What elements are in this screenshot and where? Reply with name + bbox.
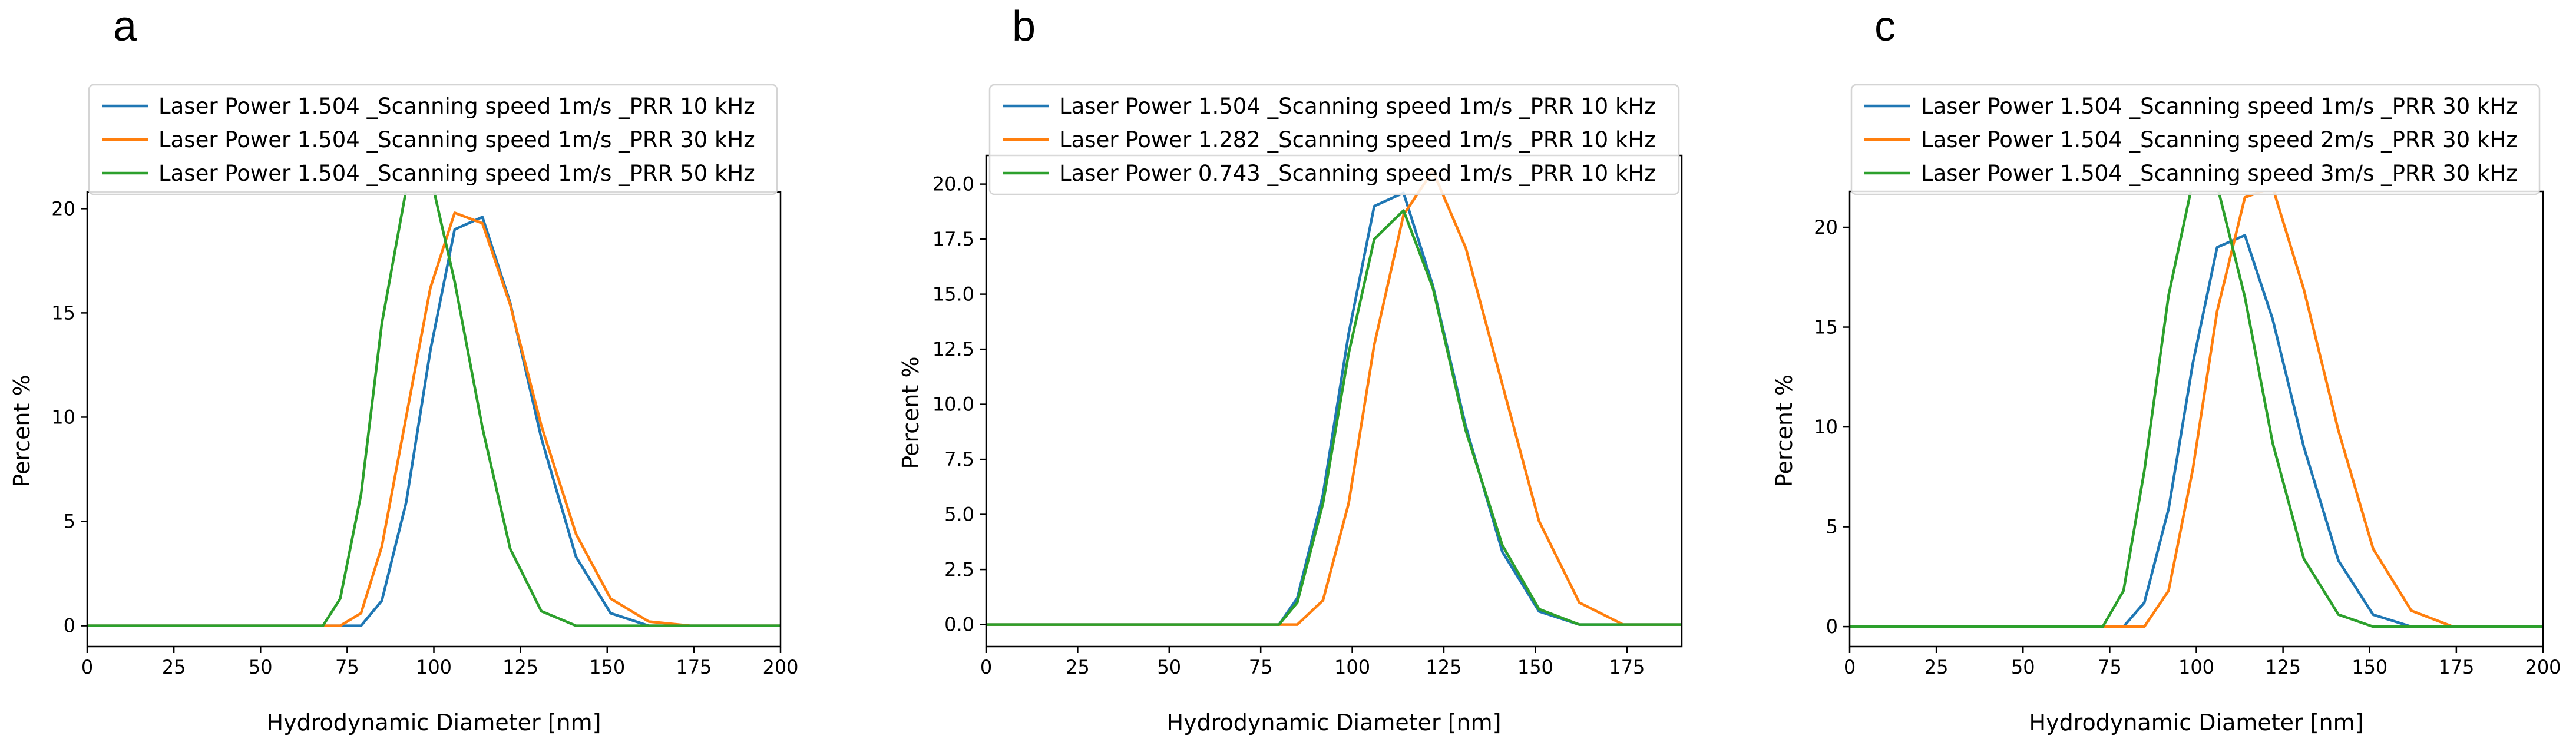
x-tick-label: 175	[676, 656, 712, 678]
x-tick-label: 125	[502, 656, 538, 678]
x-tick-label: 50	[2011, 656, 2035, 678]
series-line-1	[1850, 234, 2543, 628]
legend: Laser Power 1.504 _Scanning speed 1m/s _…	[88, 84, 778, 195]
legend-label-3: Laser Power 0.743 _Scanning speed 1m/s _…	[1059, 161, 1656, 186]
y-tick-label: 7.5	[944, 448, 974, 470]
x-tick-label: 175	[2438, 656, 2474, 678]
x-tick-label: 0	[980, 656, 992, 678]
panel-label: a	[113, 3, 137, 50]
legend: Laser Power 1.504 _Scanning speed 1m/s _…	[988, 84, 1680, 195]
chart-a-svg: 0 25 50 75 100 125 150 175 200 0 5 10 15 20 Hydrodynam…	[9, 84, 799, 735]
panel-label: c	[1874, 3, 1896, 50]
series-line-2	[87, 211, 781, 627]
legend-label-3: Laser Power 1.504 _Scanning speed 1m/s _…	[158, 161, 755, 186]
y-tick-label: 20	[51, 197, 75, 220]
x-tick-label: 100	[1334, 656, 1370, 678]
x-tick-label: 125	[2265, 656, 2301, 678]
series-line-2	[1850, 191, 2543, 628]
y-tick-label: 10.0	[932, 393, 974, 416]
y-tick-label: 2.5	[944, 558, 974, 581]
legend-box	[88, 84, 778, 195]
x-tick-label: 25	[162, 656, 186, 678]
x-tick-label: 150	[1517, 656, 1553, 678]
x-tick-label: 100	[2178, 656, 2214, 678]
plot-area	[986, 169, 1682, 626]
x-tick-label: 25	[1924, 656, 1949, 678]
legend-label-1: Laser Power 1.504 _Scanning speed 1m/s _…	[1921, 94, 2518, 119]
legend-label-2: Laser Power 1.504 _Scanning speed 1m/s _…	[158, 127, 755, 153]
series-line-3	[1850, 191, 2543, 628]
y-tick-label: 0.0	[944, 614, 974, 636]
legend-box	[1850, 84, 2541, 195]
y-tick-label: 17.5	[932, 228, 974, 250]
y-tick-label: 5.0	[944, 503, 974, 526]
plot-area	[1850, 191, 2543, 628]
legend-label-2: Laser Power 1.282 _Scanning speed 1m/s _…	[1059, 127, 1656, 153]
y-tick-label: 10	[51, 406, 75, 428]
chart-panel-a: a 0 25 50 75 100 125 150 175 200 0 5 10 15 20 Hydrodyn…	[0, 0, 819, 749]
x-tick-label: 100	[416, 656, 452, 678]
x-tick-label: 50	[249, 656, 273, 678]
y-tick-label: 12.5	[932, 338, 974, 360]
series-line-3	[986, 209, 1682, 626]
legend-box	[988, 84, 1680, 195]
x-tick-label: 75	[2098, 656, 2122, 678]
series-line-1	[87, 216, 781, 627]
y-tick-label: 15	[1814, 316, 1838, 339]
legend: Laser Power 1.504 _Scanning speed 1m/s _…	[1850, 84, 2541, 195]
y-axis-label: Percent %	[1771, 374, 1797, 487]
x-tick-label: 0	[81, 656, 93, 678]
chart-panel-c: c 0 25 50 75 100 125 150 175 200 0 5 10 15 20 Hydrodyn…	[1702, 0, 2576, 749]
legend-label-3: Laser Power 1.504 _Scanning speed 3m/s _…	[1921, 161, 2518, 186]
y-tick-label: 15	[51, 301, 75, 324]
chart-b-svg: 0 25 50 75 100 125 150 175 0.0 2.5 5.0 7.5 10.0 12.5 1…	[898, 84, 1683, 735]
series-line-2	[986, 169, 1682, 626]
y-tick-label: 0	[64, 615, 75, 637]
y-tick-label: 10	[1814, 416, 1838, 438]
x-tick-label: 150	[2352, 656, 2387, 678]
y-axis-label: Percent %	[898, 356, 924, 469]
x-axis-label: Hydrodynamic Diameter [nm]	[1167, 710, 1502, 735]
axes-frame	[985, 154, 1683, 648]
x-axis-label: Hydrodynamic Diameter [nm]	[267, 710, 601, 735]
panel-label: b	[1012, 3, 1036, 50]
x-axis-label: Hydrodynamic Diameter [nm]	[2029, 710, 2364, 735]
x-tick-label: 75	[335, 656, 359, 678]
chart-panel-b: b 0 25 50 75 100 125 150 175 0.0 2.5 5.0 7.5 10.0 12.…	[819, 0, 1702, 749]
x-tick-label: 125	[1426, 656, 1461, 678]
x-tick-label: 75	[1249, 656, 1273, 678]
x-tick-label: 50	[1157, 656, 1181, 678]
chart-c-svg: 0 25 50 75 100 125 150 175 200 0 5 10 15 20 Hydrodynam…	[1771, 84, 2561, 735]
y-tick-label: 5	[1826, 516, 1838, 538]
x-tick-label: 150	[589, 656, 625, 678]
axes-frame	[86, 191, 782, 648]
y-tick-label: 5	[64, 511, 75, 533]
y-tick-label: 0	[1826, 615, 1838, 638]
x-tick-label: 200	[2525, 656, 2561, 678]
legend-label-1: Laser Power 1.504 _Scanning speed 1m/s _…	[1059, 94, 1656, 119]
plot-area	[87, 192, 781, 627]
legend-label-2: Laser Power 1.504 _Scanning speed 2m/s _…	[1921, 127, 2518, 153]
x-tick-label: 200	[762, 656, 798, 678]
legend-label-1: Laser Power 1.504 _Scanning speed 1m/s _…	[158, 94, 755, 119]
series-line-3	[87, 192, 781, 627]
y-axis-label: Percent %	[9, 374, 35, 487]
x-tick-label: 25	[1066, 656, 1090, 678]
y-tick-label: 20	[1814, 216, 1838, 238]
x-tick-label: 175	[1609, 656, 1645, 678]
x-tick-label: 0	[1844, 656, 1856, 678]
axes-frame	[1848, 190, 2544, 648]
y-tick-label: 15.0	[932, 283, 974, 306]
y-tick-label: 20.0	[932, 173, 974, 195]
